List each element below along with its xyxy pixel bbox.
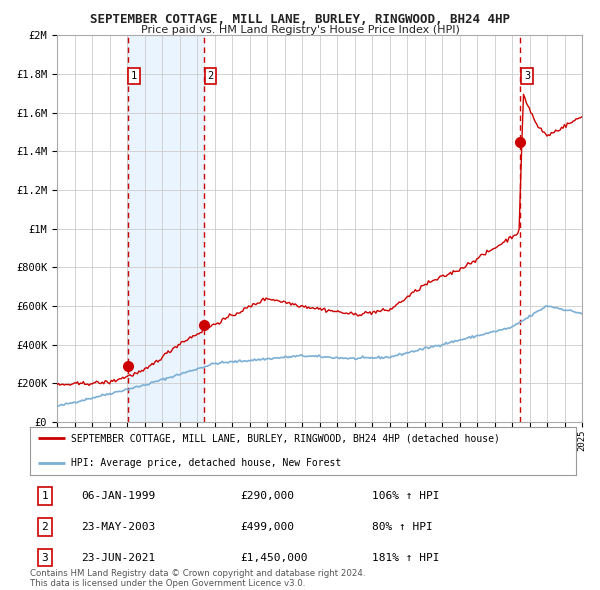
Text: 181% ↑ HPI: 181% ↑ HPI (372, 553, 439, 562)
Bar (128, 35, 204, 422)
Text: £1,450,000: £1,450,000 (240, 553, 308, 562)
Text: 2: 2 (41, 522, 49, 532)
Text: 23-MAY-2003: 23-MAY-2003 (81, 522, 155, 532)
Text: 1: 1 (41, 491, 49, 501)
Text: 3: 3 (41, 553, 49, 562)
Text: Price paid vs. HM Land Registry's House Price Index (HPI): Price paid vs. HM Land Registry's House … (140, 25, 460, 35)
Text: 1: 1 (131, 71, 137, 81)
Text: 2: 2 (208, 71, 214, 81)
Text: 106% ↑ HPI: 106% ↑ HPI (372, 491, 439, 501)
Text: £290,000: £290,000 (240, 491, 294, 501)
Text: SEPTEMBER COTTAGE, MILL LANE, BURLEY, RINGWOOD, BH24 4HP: SEPTEMBER COTTAGE, MILL LANE, BURLEY, RI… (90, 13, 510, 26)
Text: 3: 3 (524, 71, 530, 81)
Text: 23-JUN-2021: 23-JUN-2021 (81, 553, 155, 562)
Text: HPI: Average price, detached house, New Forest: HPI: Average price, detached house, New … (71, 458, 341, 468)
Text: SEPTEMBER COTTAGE, MILL LANE, BURLEY, RINGWOOD, BH24 4HP (detached house): SEPTEMBER COTTAGE, MILL LANE, BURLEY, RI… (71, 433, 500, 443)
Text: Contains HM Land Registry data © Crown copyright and database right 2024.
This d: Contains HM Land Registry data © Crown c… (30, 569, 365, 588)
Text: 80% ↑ HPI: 80% ↑ HPI (372, 522, 433, 532)
Text: 06-JAN-1999: 06-JAN-1999 (81, 491, 155, 501)
Text: £499,000: £499,000 (240, 522, 294, 532)
